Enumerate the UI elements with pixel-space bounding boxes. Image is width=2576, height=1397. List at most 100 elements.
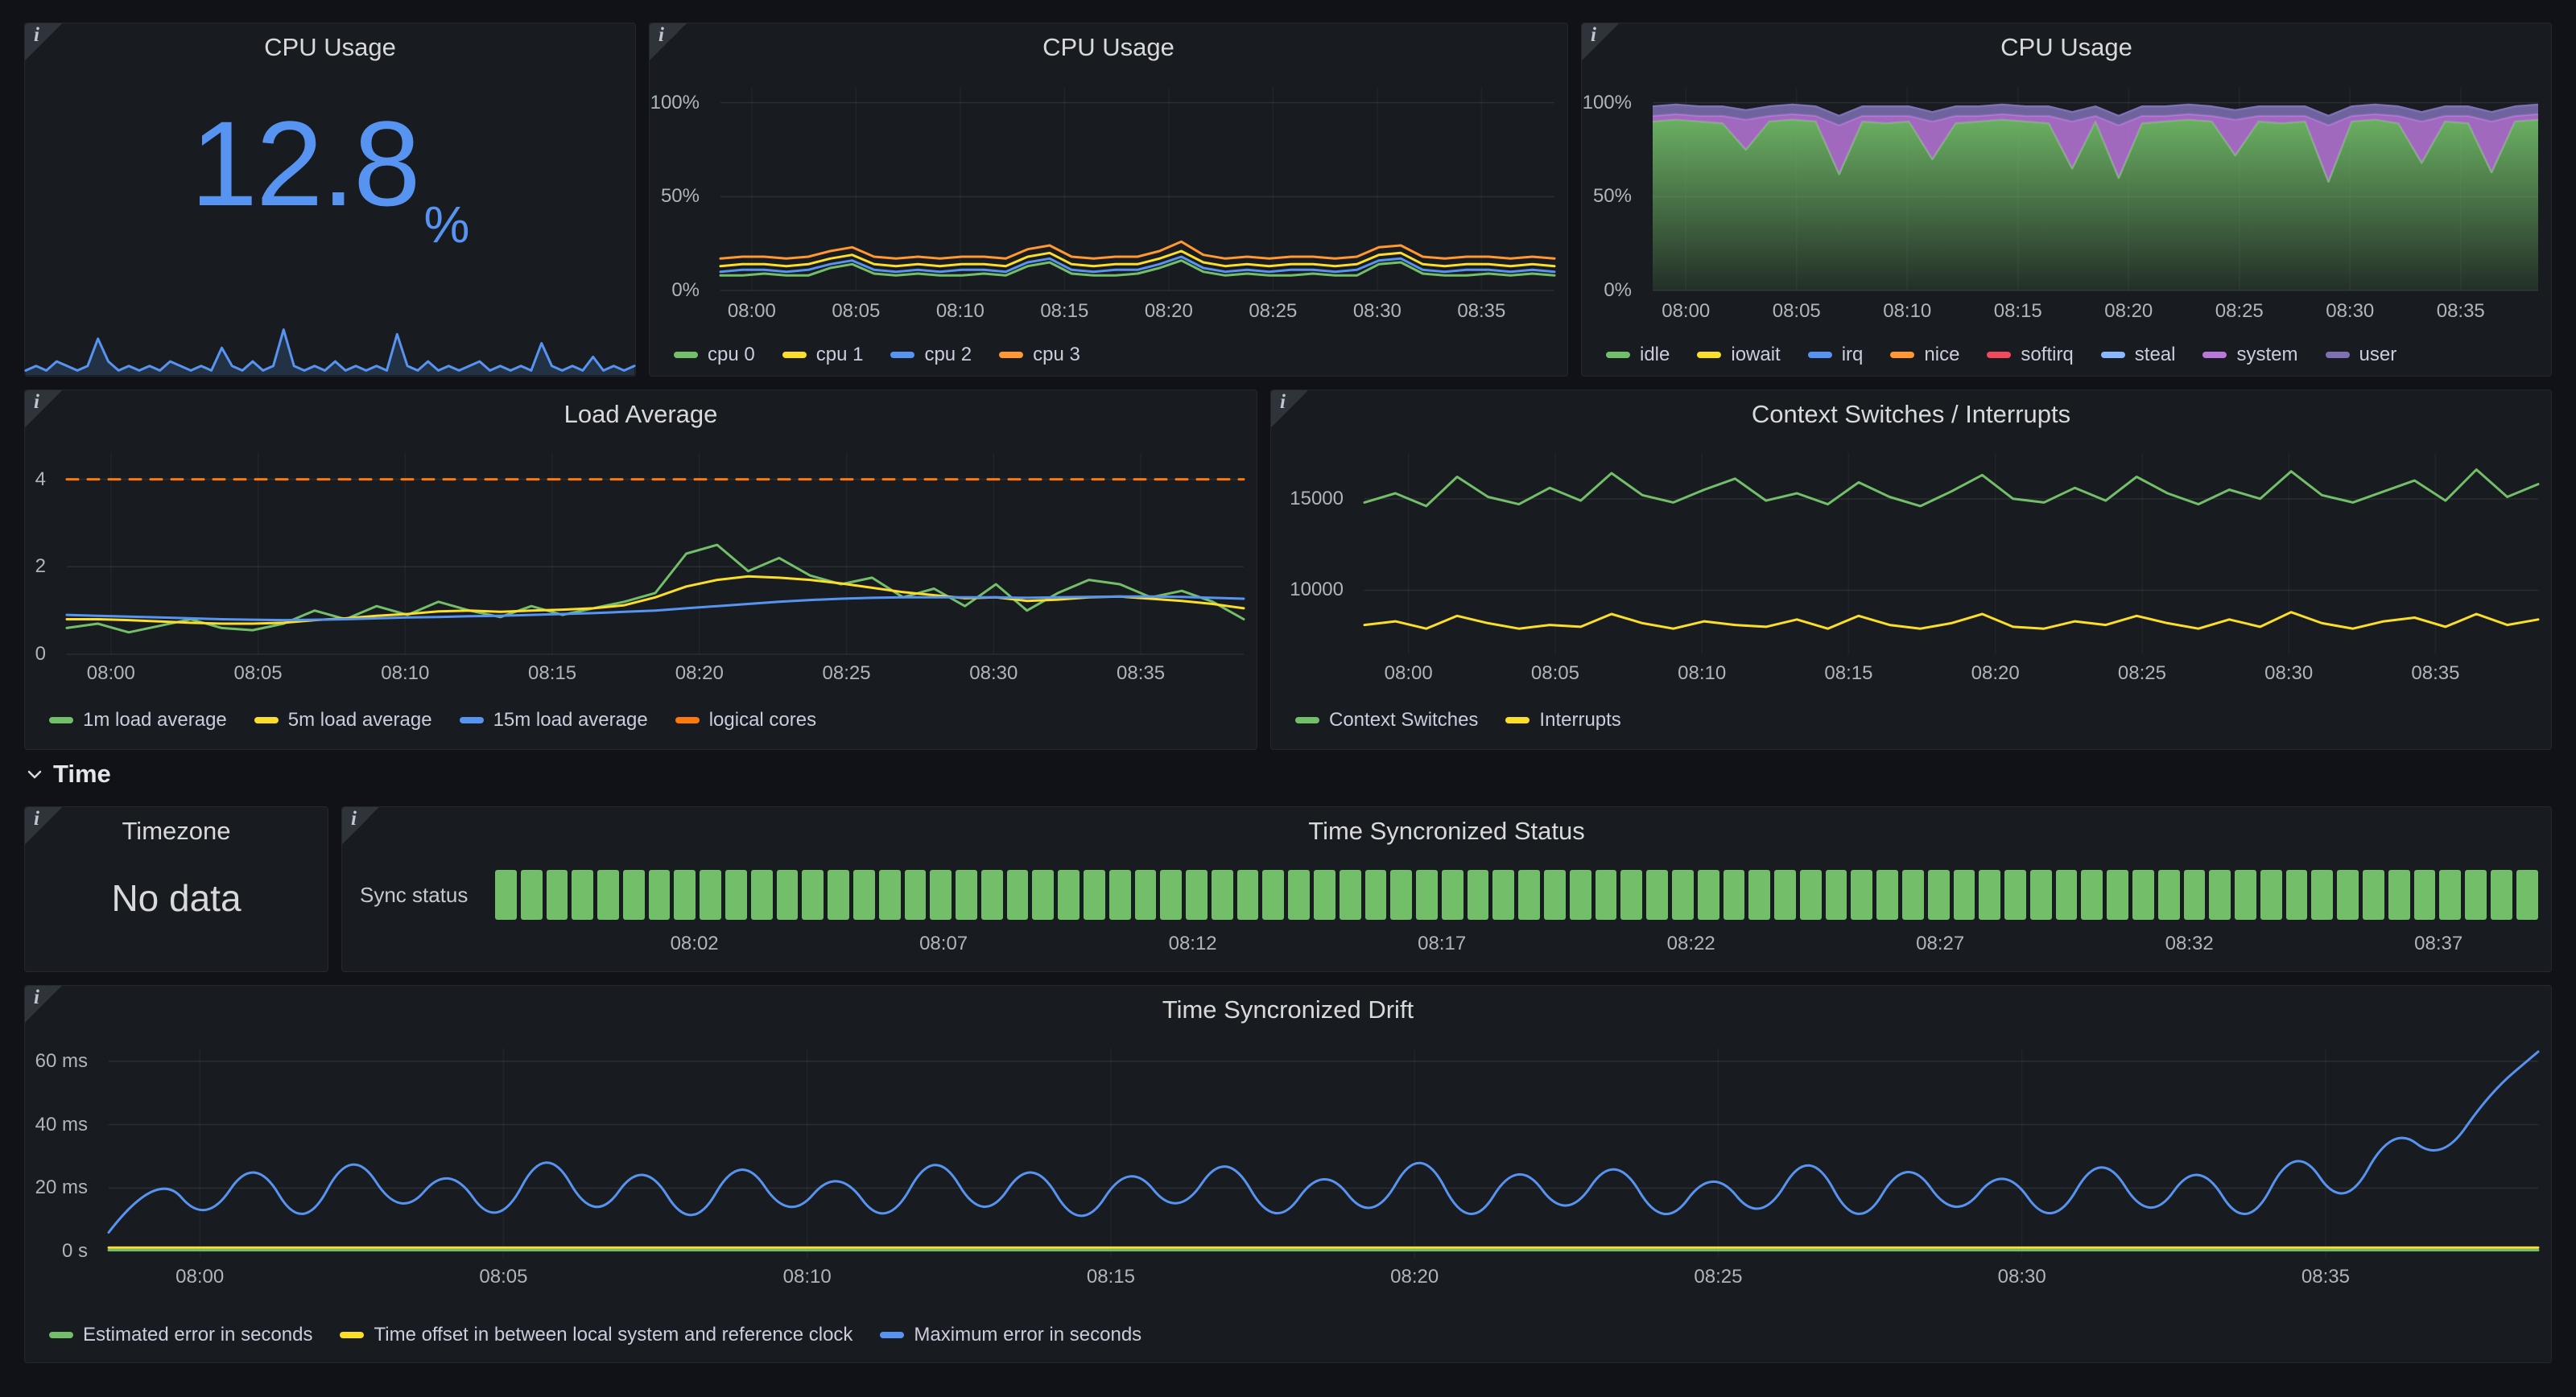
legend-item[interactable]: 15m load average [459, 709, 648, 731]
x-tick-label: 08:20 [1971, 662, 2020, 684]
legend-item[interactable]: cpu 2 [890, 344, 972, 366]
legend-item[interactable]: Interrupts [1505, 709, 1621, 731]
status-segment [1364, 870, 1387, 920]
y-axis: 0% 50% 100% [1582, 88, 1643, 301]
panel-title[interactable]: Context Switches / Interrupts [1751, 400, 2071, 428]
panel-info-icon[interactable]: i [25, 390, 62, 427]
context-switches-chart[interactable] [1363, 453, 2540, 654]
series-color-swatch [782, 352, 807, 358]
status-segment [1441, 870, 1463, 920]
section-title: Time [53, 760, 111, 788]
status-segment [776, 870, 799, 920]
series-color-swatch [2100, 352, 2125, 358]
status-segment [2363, 870, 2384, 920]
status-segment [2055, 870, 2078, 920]
panel-title[interactable]: Timezone [122, 817, 231, 845]
series-color-swatch [999, 352, 1024, 358]
legend-item[interactable]: softirq [1987, 344, 2074, 366]
panel-title[interactable]: CPU Usage [264, 33, 396, 61]
legend-item[interactable]: cpu 1 [782, 344, 863, 366]
panel-title[interactable]: CPU Usage [1042, 33, 1174, 61]
y-tick-label: 0% [671, 279, 700, 301]
panel-info-icon[interactable]: i [25, 807, 62, 844]
legend-item[interactable]: system [2202, 344, 2298, 366]
legend-item[interactable]: iowait [1697, 344, 1781, 366]
panel-context-switches: i Context Switches / Interrupts 10000 150… [1270, 389, 2552, 750]
x-tick-label: 08:10 [381, 662, 430, 684]
status-segment [1697, 870, 1719, 920]
status-segment [2260, 870, 2282, 920]
legend-item[interactable]: Estimated error in seconds [49, 1324, 312, 1346]
x-tick-label: 08:12 [1168, 933, 1217, 954]
x-tick-label: 08:00 [1662, 300, 1711, 322]
x-tick-label: 08:35 [2301, 1266, 2350, 1288]
load-average-chart[interactable] [65, 453, 1245, 655]
series-color-swatch [1606, 352, 1630, 358]
y-axis: 0 s 20 ms 40 ms 60 ms [25, 1049, 99, 1262]
status-segment [750, 870, 773, 920]
status-segment [2132, 870, 2154, 920]
panel-title[interactable]: Time Syncronized Status [1308, 817, 1585, 845]
time-sync-drift-chart[interactable] [107, 1049, 2540, 1258]
legend-label: idle [1640, 344, 1670, 365]
x-tick-label: 08:15 [1993, 300, 2042, 322]
panel-title[interactable]: Time Syncronized Drift [1162, 995, 1414, 1024]
x-tick-label: 08:00 [175, 1266, 225, 1288]
status-segment [2235, 870, 2256, 920]
sync-status-history[interactable] [495, 870, 2538, 920]
y-tick-label: 0 s [61, 1240, 88, 1263]
stat-value: 12.8 % [25, 64, 635, 263]
legend-item[interactable]: nice [1890, 344, 1959, 366]
legend-item[interactable]: 5m load average [254, 709, 432, 731]
x-tick-label: 08:25 [822, 662, 871, 684]
legend-item[interactable]: user [2325, 344, 2396, 366]
legend-item[interactable]: 1m load average [49, 709, 227, 731]
x-tick-label: 08:25 [1249, 300, 1298, 322]
x-tick-label: 08:10 [782, 1266, 832, 1288]
series-color-swatch [1987, 352, 2012, 358]
panel-info-icon[interactable]: i [25, 986, 62, 1023]
status-segment [674, 870, 696, 920]
legend-item[interactable]: steal [2100, 344, 2175, 366]
status-segment [2337, 870, 2359, 920]
legend-item[interactable]: logical cores [675, 709, 816, 731]
status-segment [1467, 870, 1489, 920]
panel-info-icon[interactable]: i [25, 23, 62, 60]
y-axis: 0 2 4 [25, 453, 57, 665]
legend-item[interactable]: cpu 3 [999, 344, 1080, 366]
y-tick-label: 2 [35, 555, 46, 578]
status-segment [1825, 870, 1847, 920]
section-time-header[interactable]: Time [24, 760, 111, 789]
panel-title[interactable]: CPU Usage [2000, 33, 2132, 61]
legend-item[interactable]: Maximum error in seconds [880, 1324, 1141, 1346]
legend-item[interactable]: Context Switches [1295, 709, 1478, 731]
legend-item[interactable]: irq [1807, 344, 1863, 366]
legend-label: Context Switches [1329, 709, 1479, 731]
panel-title[interactable]: Load Average [564, 400, 718, 428]
status-segment [1262, 870, 1285, 920]
legend-label: cpu 2 [924, 344, 972, 365]
status-segment [1979, 870, 2001, 920]
panel-cpu-usage-modes: i CPU Usage 0% 50% 100% 08:00 08:05 08:10 08:… [1581, 23, 2552, 377]
status-segment [546, 870, 568, 920]
series-color-swatch [675, 717, 700, 723]
cpu-modes-chart[interactable] [1652, 88, 2539, 291]
panel-info-icon[interactable]: i [342, 807, 379, 844]
y-tick-label: 100% [1582, 91, 1632, 113]
cpu-per-core-chart[interactable] [719, 88, 1556, 291]
panel-info-icon[interactable]: i [1271, 390, 1308, 427]
status-segment [878, 870, 901, 920]
legend-item[interactable]: cpu 0 [674, 344, 755, 366]
status-segment [1544, 870, 1566, 920]
x-tick-label: 08:25 [2215, 300, 2264, 322]
legend-item[interactable]: idle [1606, 344, 1670, 366]
status-segment [1108, 870, 1131, 920]
y-tick-label: 100% [650, 91, 700, 113]
status-segment [1390, 870, 1413, 920]
legend-label: 5m load average [287, 709, 432, 731]
legend-item[interactable]: Time offset in between local system and … [340, 1324, 852, 1346]
status-segment [2490, 870, 2512, 920]
legend-label: 1m load average [83, 709, 227, 731]
panel-info-icon[interactable]: i [650, 23, 687, 60]
panel-info-icon[interactable]: i [1582, 23, 1619, 60]
